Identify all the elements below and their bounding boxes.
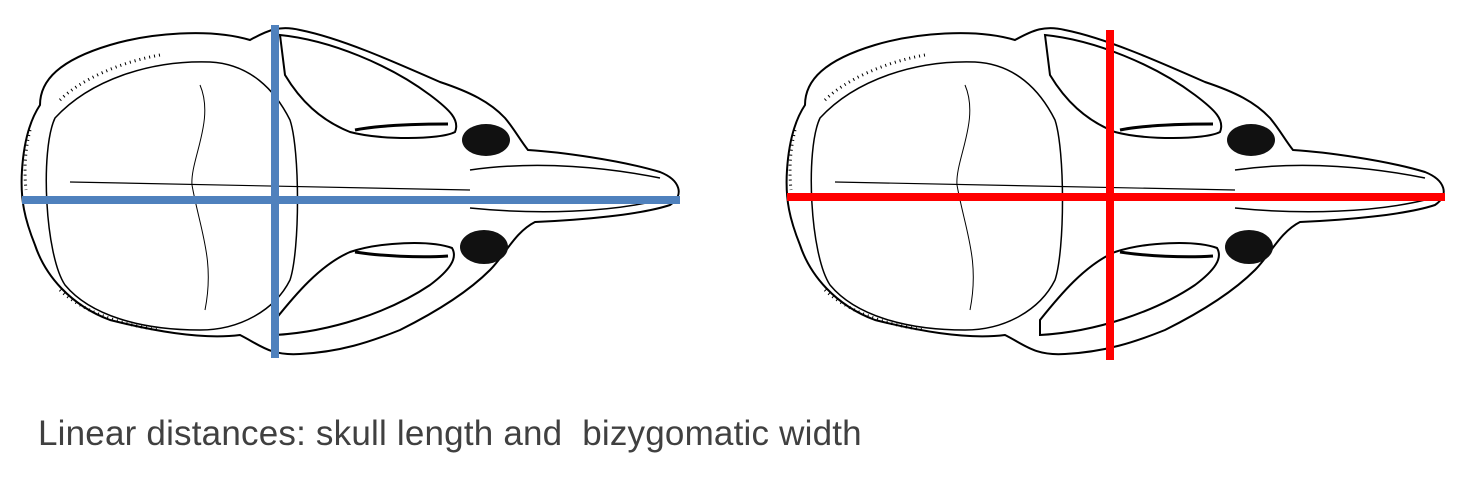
left-skull-panel (20, 25, 681, 358)
right-skull-panel (785, 26, 1446, 360)
right-skull-drawing (785, 26, 1446, 356)
left-skull-drawing (20, 26, 681, 356)
figure-caption: Linear distances: skull length and bizyg… (38, 414, 862, 453)
